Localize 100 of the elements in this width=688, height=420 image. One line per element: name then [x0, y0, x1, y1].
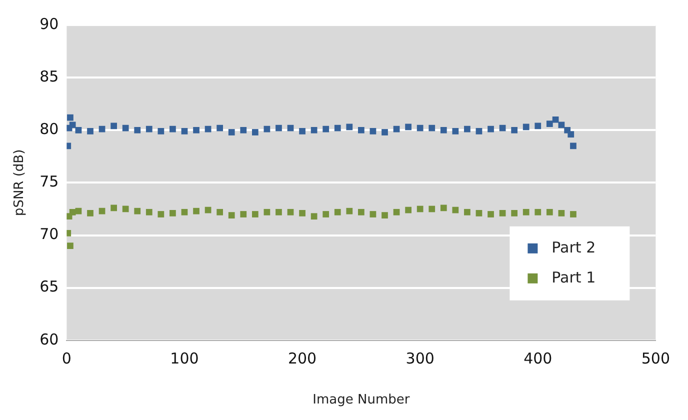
x-tick-label: 400: [524, 349, 552, 368]
point: [558, 122, 565, 128]
point: [170, 126, 176, 132]
point: [299, 210, 306, 216]
legend-label: Part 2: [552, 238, 596, 256]
point: [382, 129, 388, 136]
x-tick-label: 500: [641, 349, 670, 368]
y-tick-label: 70: [40, 225, 59, 244]
point: [322, 211, 330, 218]
point: [511, 126, 518, 134]
point: [69, 122, 76, 128]
point: [534, 122, 542, 130]
y-tick-label: 60: [40, 330, 59, 348]
point: [252, 129, 258, 136]
y-tick-label: 75: [40, 172, 59, 191]
point: [240, 126, 247, 134]
point: [181, 208, 188, 216]
point: [499, 210, 506, 216]
point: [264, 208, 270, 216]
point: [416, 124, 424, 132]
point: [146, 126, 152, 132]
point: [534, 208, 542, 216]
point: [193, 126, 200, 134]
point: [440, 204, 447, 212]
point: [440, 126, 447, 134]
point: [146, 208, 152, 216]
point: [134, 126, 141, 134]
point: [558, 210, 565, 216]
point: [476, 128, 482, 134]
point: [276, 124, 282, 132]
x-tick-label: 200: [288, 349, 317, 368]
point: [252, 211, 258, 218]
point: [405, 206, 412, 214]
point: [522, 208, 530, 216]
point: [87, 128, 94, 134]
x-axis-title: Image Number: [312, 392, 410, 408]
point: [75, 208, 82, 214]
point: [428, 124, 436, 132]
point: [216, 124, 224, 132]
point: [452, 206, 459, 214]
point: [464, 126, 470, 132]
legend-label: Part 1: [552, 268, 596, 286]
y-tick-label: 85: [40, 67, 59, 86]
y-tick-label: 90: [40, 14, 59, 33]
point: [416, 206, 424, 212]
point: [476, 210, 482, 216]
point: [134, 208, 141, 214]
point: [98, 208, 106, 214]
point: [287, 208, 294, 216]
point: [346, 208, 353, 214]
point: [193, 208, 200, 214]
point: [452, 128, 459, 134]
point: [75, 126, 82, 134]
x-tick-label: 100: [170, 349, 199, 368]
point: [181, 128, 188, 134]
point: [67, 114, 74, 121]
point: [570, 211, 576, 218]
point: [228, 212, 235, 218]
point: [488, 211, 494, 218]
point: [310, 213, 318, 220]
y-tick-label: 80: [40, 120, 59, 138]
point: [240, 211, 247, 218]
point: [110, 122, 117, 130]
point: [204, 126, 212, 132]
point: [170, 210, 176, 216]
point: [67, 242, 74, 249]
point: [511, 210, 518, 216]
point: [122, 206, 129, 212]
point: [110, 204, 117, 212]
point: [346, 124, 353, 130]
point: [122, 124, 129, 132]
point: [358, 126, 364, 134]
point: [393, 208, 400, 216]
point: [382, 212, 388, 218]
x-tick-label: 0: [62, 349, 72, 368]
point: [158, 211, 164, 218]
point: [370, 128, 376, 134]
point: [334, 208, 341, 216]
point: [98, 126, 106, 132]
point: [358, 208, 364, 216]
point: [87, 210, 94, 216]
point: [264, 126, 270, 132]
y-axis-title: pSNR (dB): [12, 149, 28, 216]
point: [522, 124, 530, 130]
point: [334, 124, 341, 132]
point: [570, 142, 576, 150]
point: [276, 208, 282, 216]
point: [228, 129, 235, 136]
point: [393, 126, 400, 132]
point: [405, 124, 412, 130]
y-tick-label: 65: [40, 278, 59, 296]
point: [546, 120, 553, 128]
point: [322, 126, 330, 132]
point: [464, 208, 470, 216]
point: [370, 211, 376, 218]
point: [488, 126, 494, 132]
point: [428, 206, 436, 212]
point: [568, 131, 574, 138]
x-tick-label: 300: [406, 349, 434, 368]
point: [158, 128, 164, 134]
